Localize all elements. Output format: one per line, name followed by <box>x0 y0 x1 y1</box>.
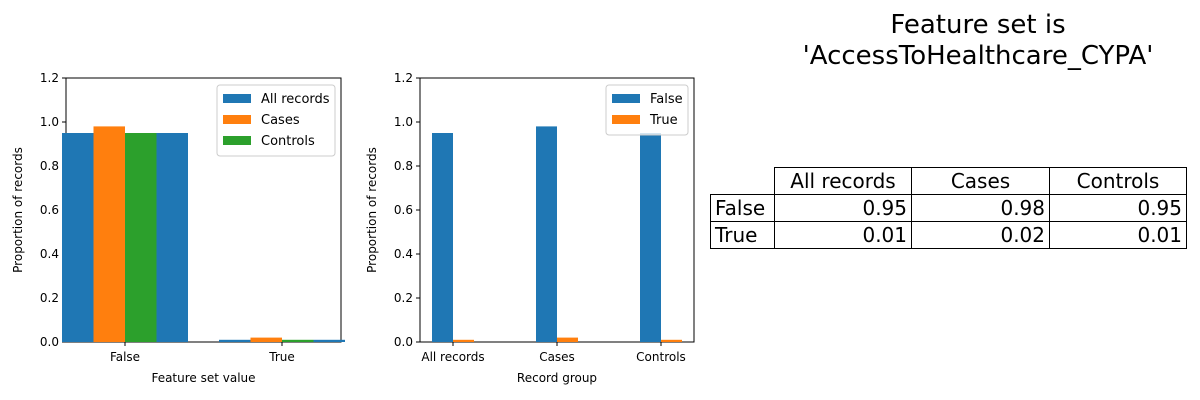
table-cell: 0.01 <box>1049 221 1187 249</box>
bar <box>661 339 682 342</box>
legend-swatch <box>612 94 640 103</box>
y-tick-label: 1.0 <box>394 115 413 129</box>
chart-feature-set-value: 0.0 0.2 0.4 0.6 0.8 1.0 1.2 Proportion of recor… <box>11 71 345 385</box>
table-row-header: True <box>710 221 775 249</box>
table-col-header: Controls <box>1049 167 1187 195</box>
table-col-header: All records <box>774 167 912 195</box>
figure-title-line-1: Feature set is <box>890 10 1066 40</box>
table-row: True 0.01 0.02 0.01 <box>710 221 1187 249</box>
y-axis-label: Proportion of records <box>11 147 25 273</box>
legend-swatch <box>223 136 251 145</box>
bar <box>557 337 578 342</box>
table-corner-cell <box>711 168 775 195</box>
table-row-header: False <box>710 194 775 222</box>
y-tick-label: 0.4 <box>40 247 59 261</box>
bar <box>219 339 251 342</box>
bar <box>250 337 282 342</box>
bar <box>536 126 557 343</box>
legend-label: False <box>650 92 683 107</box>
y-tick-label: 1.0 <box>40 115 59 129</box>
bar <box>282 339 314 342</box>
x-axis-label: Record group <box>517 371 597 385</box>
x-axis-label: Feature set value <box>151 371 255 385</box>
y-tick-label: 0.2 <box>40 291 59 305</box>
y-tick-label: 1.2 <box>394 71 413 85</box>
y-tick-label: 1.2 <box>40 71 59 85</box>
y-tick-label: 0.2 <box>394 291 413 305</box>
table-cell: 0.02 <box>911 221 1050 249</box>
legend-label: True <box>649 113 678 128</box>
y-tick-label: 0.8 <box>394 159 413 173</box>
figure-title: Feature set is 'AccessToHealthcare_CYPA' <box>768 10 1188 72</box>
x-tick-label: True <box>268 350 295 364</box>
bar <box>313 339 345 342</box>
table-cell: 0.01 <box>774 221 912 249</box>
bar <box>93 126 125 343</box>
x-tick-label: All records <box>421 350 484 364</box>
table-cell: 0.98 <box>911 194 1050 222</box>
table-cell: 0.95 <box>1049 194 1187 222</box>
y-axis-label: Proportion of records <box>365 147 379 273</box>
chart-record-group: 0.0 0.2 0.4 0.6 0.8 1.0 1.2 Proportion of recor… <box>365 71 695 385</box>
table-col-header: Cases <box>911 167 1050 195</box>
x-tick-label: Cases <box>539 350 575 364</box>
x-tick-label: False <box>110 350 140 364</box>
legend-label: Controls <box>261 134 315 149</box>
y-tick-label: 0.0 <box>40 335 59 349</box>
legend-label: All records <box>261 92 330 107</box>
y-tick-label: 0.6 <box>394 203 413 217</box>
bar <box>156 133 188 342</box>
legend-swatch <box>612 115 640 124</box>
y-tick-label: 0.6 <box>40 203 59 217</box>
table-cell: 0.95 <box>774 194 912 222</box>
legend-label: Cases <box>261 113 300 128</box>
bar <box>432 133 453 342</box>
y-tick-label: 0.8 <box>40 159 59 173</box>
summary-table: All records Cases Controls False 0.95 0.… <box>710 167 1187 249</box>
figure-title-line-2: 'AccessToHealthcare_CYPA' <box>802 41 1154 71</box>
bar <box>453 339 474 342</box>
bar <box>640 133 661 342</box>
table-header-row: All records Cases Controls <box>711 167 1187 195</box>
legend-swatch <box>223 115 251 124</box>
table-row: False 0.95 0.98 0.95 <box>710 194 1187 222</box>
bar <box>125 133 157 342</box>
y-tick-label: 0.4 <box>394 247 413 261</box>
legend-swatch <box>223 94 251 103</box>
x-tick-label: Controls <box>636 350 686 364</box>
y-tick-label: 0.0 <box>394 335 413 349</box>
bar <box>62 133 94 342</box>
